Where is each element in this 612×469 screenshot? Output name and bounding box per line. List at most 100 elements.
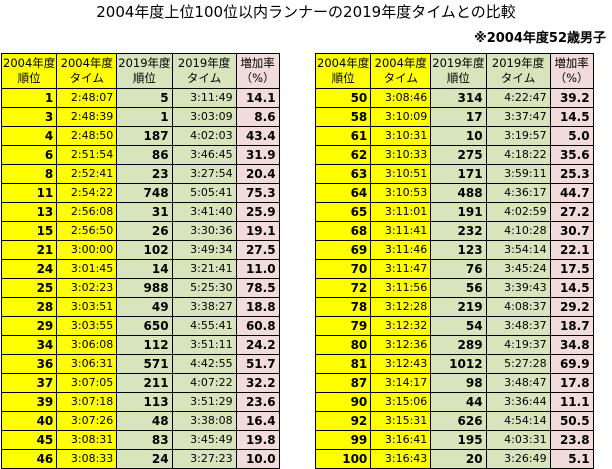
table-row: 37 3:07:05 211 4:07:22 32.2 — [0, 373, 280, 393]
table-row: 99 3:16:41 195 4:03:31 23.8 — [314, 430, 594, 450]
header-row: 2004年度 順位 2004年度 タイム 2019年度 順位 2019年度 タイム 増加率 （%） — [0, 53, 280, 89]
table-row: 68 3:11:41 232 4:10:28 30.7 — [314, 221, 594, 241]
cell-time-2019: 5:25:30 — [171, 278, 237, 298]
cell-rank-2019: 86 — [116, 145, 173, 165]
table-row: 4 2:48:50 187 4:02:03 43.4 — [0, 126, 280, 146]
cell-increase-rate: 29.2 — [549, 297, 594, 317]
cell-rank-2019: 44 — [430, 392, 487, 412]
cell-increase-rate: 50.5 — [549, 411, 594, 431]
cell-time-2019: 4:54:14 — [485, 411, 551, 431]
cell-rank-2019: 98 — [430, 373, 487, 393]
cell-time-2019: 3:38:27 — [171, 297, 237, 317]
cell-time-2004: 3:07:18 — [56, 392, 118, 412]
cell-rank-2004: 40 — [0, 411, 58, 431]
cell-rank-2004: 46 — [0, 449, 58, 469]
cell-rank-2004: 87 — [314, 373, 372, 393]
cell-time-2019: 3:48:47 — [485, 373, 551, 393]
cell-time-2019: 4:07:22 — [171, 373, 237, 393]
table-row: 81 3:12:43 1012 5:27:28 69.9 — [314, 354, 594, 374]
cell-rank-2004: 6 — [0, 145, 58, 165]
cell-rank-2004: 34 — [0, 335, 58, 355]
cell-time-2004: 3:11:56 — [370, 278, 432, 298]
cell-time-2019: 3:51:29 — [171, 392, 237, 412]
cell-time-2004: 3:11:41 — [370, 221, 432, 241]
cell-increase-rate: 27.5 — [235, 240, 280, 260]
table-row: 24 3:01:45 14 3:21:41 11.0 — [0, 259, 280, 279]
cell-increase-rate: 18.8 — [235, 297, 280, 317]
cell-increase-rate: 27.2 — [549, 202, 594, 222]
header-rank-2019-line: 2019年度 — [118, 56, 171, 70]
header-time-2004-line: 2004年度 — [374, 56, 427, 70]
cell-rank-2019: 76 — [430, 259, 487, 279]
header-rank-2004-line: 順位 — [331, 71, 355, 85]
table-row: 100 3:16:43 20 3:26:49 5.1 — [314, 449, 594, 469]
cell-time-2019: 4:08:37 — [485, 297, 551, 317]
cell-rank-2004: 90 — [314, 392, 372, 412]
table-row: 87 3:14:17 98 3:48:47 17.8 — [314, 373, 594, 393]
cell-increase-rate: 14.5 — [549, 107, 594, 127]
table-row: 34 3:06:08 112 3:51:11 24.2 — [0, 335, 280, 355]
table-row: 3 2:48:39 1 3:03:09 8.6 — [0, 107, 280, 127]
header-time-2019-line: 2019年度 — [491, 56, 545, 70]
cell-rank-2019: 112 — [116, 335, 173, 355]
cell-time-2004: 3:10:53 — [370, 183, 432, 203]
cell-rank-2004: 64 — [314, 183, 372, 203]
cell-rank-2019: 211 — [116, 373, 173, 393]
cell-increase-rate: 22.1 — [549, 240, 594, 260]
header-increase-rate-line: 増加率 — [554, 56, 589, 70]
cell-time-2004: 3:06:31 — [56, 354, 118, 374]
cell-increase-rate: 30.7 — [549, 221, 594, 241]
table-row: 72 3:11:56 56 3:39:43 14.5 — [314, 278, 594, 298]
cell-time-2004: 3:00:00 — [56, 240, 118, 260]
cell-rank-2004: 8 — [0, 164, 58, 184]
table-row: 21 3:00:00 102 3:49:34 27.5 — [0, 240, 280, 260]
cell-increase-rate: 20.4 — [235, 164, 280, 184]
cell-time-2019: 3:11:49 — [171, 88, 237, 108]
cell-rank-2019: 195 — [430, 430, 487, 450]
header-time-2004-line: タイム — [383, 71, 418, 85]
cell-increase-rate: 39.2 — [549, 88, 594, 108]
cell-increase-rate: 35.6 — [549, 145, 594, 165]
table-row: 1 2:48:07 5 3:11:49 14.1 — [0, 88, 280, 108]
cell-time-2019: 4:03:31 — [485, 430, 551, 450]
cell-time-2019: 4:42:55 — [171, 354, 237, 374]
cell-time-2004: 3:12:32 — [370, 316, 432, 336]
header-rank-2019: 2019年度 順位 — [116, 53, 173, 89]
cell-rank-2019: 49 — [116, 297, 173, 317]
cell-rank-2019: 31 — [116, 202, 173, 222]
cell-time-2004: 3:14:17 — [370, 373, 432, 393]
cell-time-2004: 3:08:31 — [56, 430, 118, 450]
comparison-table-right: 2004年度 順位 2004年度 タイム 2019年度 順位 2019年度 タイム 増加率 （%）… — [314, 53, 594, 469]
cell-rank-2004: 72 — [314, 278, 372, 298]
cell-time-2004: 3:12:36 — [370, 335, 432, 355]
cell-rank-2004: 100 — [314, 449, 372, 469]
cell-time-2019: 4:02:59 — [485, 202, 551, 222]
table-row: 78 3:12:28 219 4:08:37 29.2 — [314, 297, 594, 317]
table-row: 69 3:11:46 123 3:54:14 22.1 — [314, 240, 594, 260]
cell-rank-2004: 28 — [0, 297, 58, 317]
cell-rank-2004: 80 — [314, 335, 372, 355]
cell-time-2004: 3:07:05 — [56, 373, 118, 393]
cell-time-2019: 4:55:41 — [171, 316, 237, 336]
cell-time-2019: 3:48:37 — [485, 316, 551, 336]
table-row: 6 2:51:54 86 3:46:45 31.9 — [0, 145, 280, 165]
table-row: 61 3:10:31 10 3:19:57 5.0 — [314, 126, 594, 146]
cell-increase-rate: 10.0 — [235, 449, 280, 469]
table-row: 28 3:03:51 49 3:38:27 18.8 — [0, 297, 280, 317]
table-row: 39 3:07:18 113 3:51:29 23.6 — [0, 392, 280, 412]
header-rank-2004-line: 2004年度 — [317, 56, 370, 70]
header-time-2019: 2019年度 タイム — [485, 53, 551, 89]
cell-increase-rate: 18.7 — [549, 316, 594, 336]
cell-rank-2019: 650 — [116, 316, 173, 336]
cell-time-2019: 3:19:57 — [485, 126, 551, 146]
cell-time-2019: 3:36:44 — [485, 392, 551, 412]
cell-rank-2019: 20 — [430, 449, 487, 469]
header-time-2019-line: 2019年度 — [177, 56, 231, 70]
page-title: 2004年度上位100位以内ランナーの2019年度タイムとの比較 — [96, 3, 516, 21]
cell-rank-2019: 488 — [430, 183, 487, 203]
table-row: 15 2:56:50 26 3:30:36 19.1 — [0, 221, 280, 241]
table-row: 63 3:10:51 171 3:59:11 25.3 — [314, 164, 594, 184]
header-increase-rate: 増加率 （%） — [235, 53, 280, 89]
header-increase-rate-line: （%） — [554, 71, 589, 85]
cell-rank-2019: 56 — [430, 278, 487, 298]
